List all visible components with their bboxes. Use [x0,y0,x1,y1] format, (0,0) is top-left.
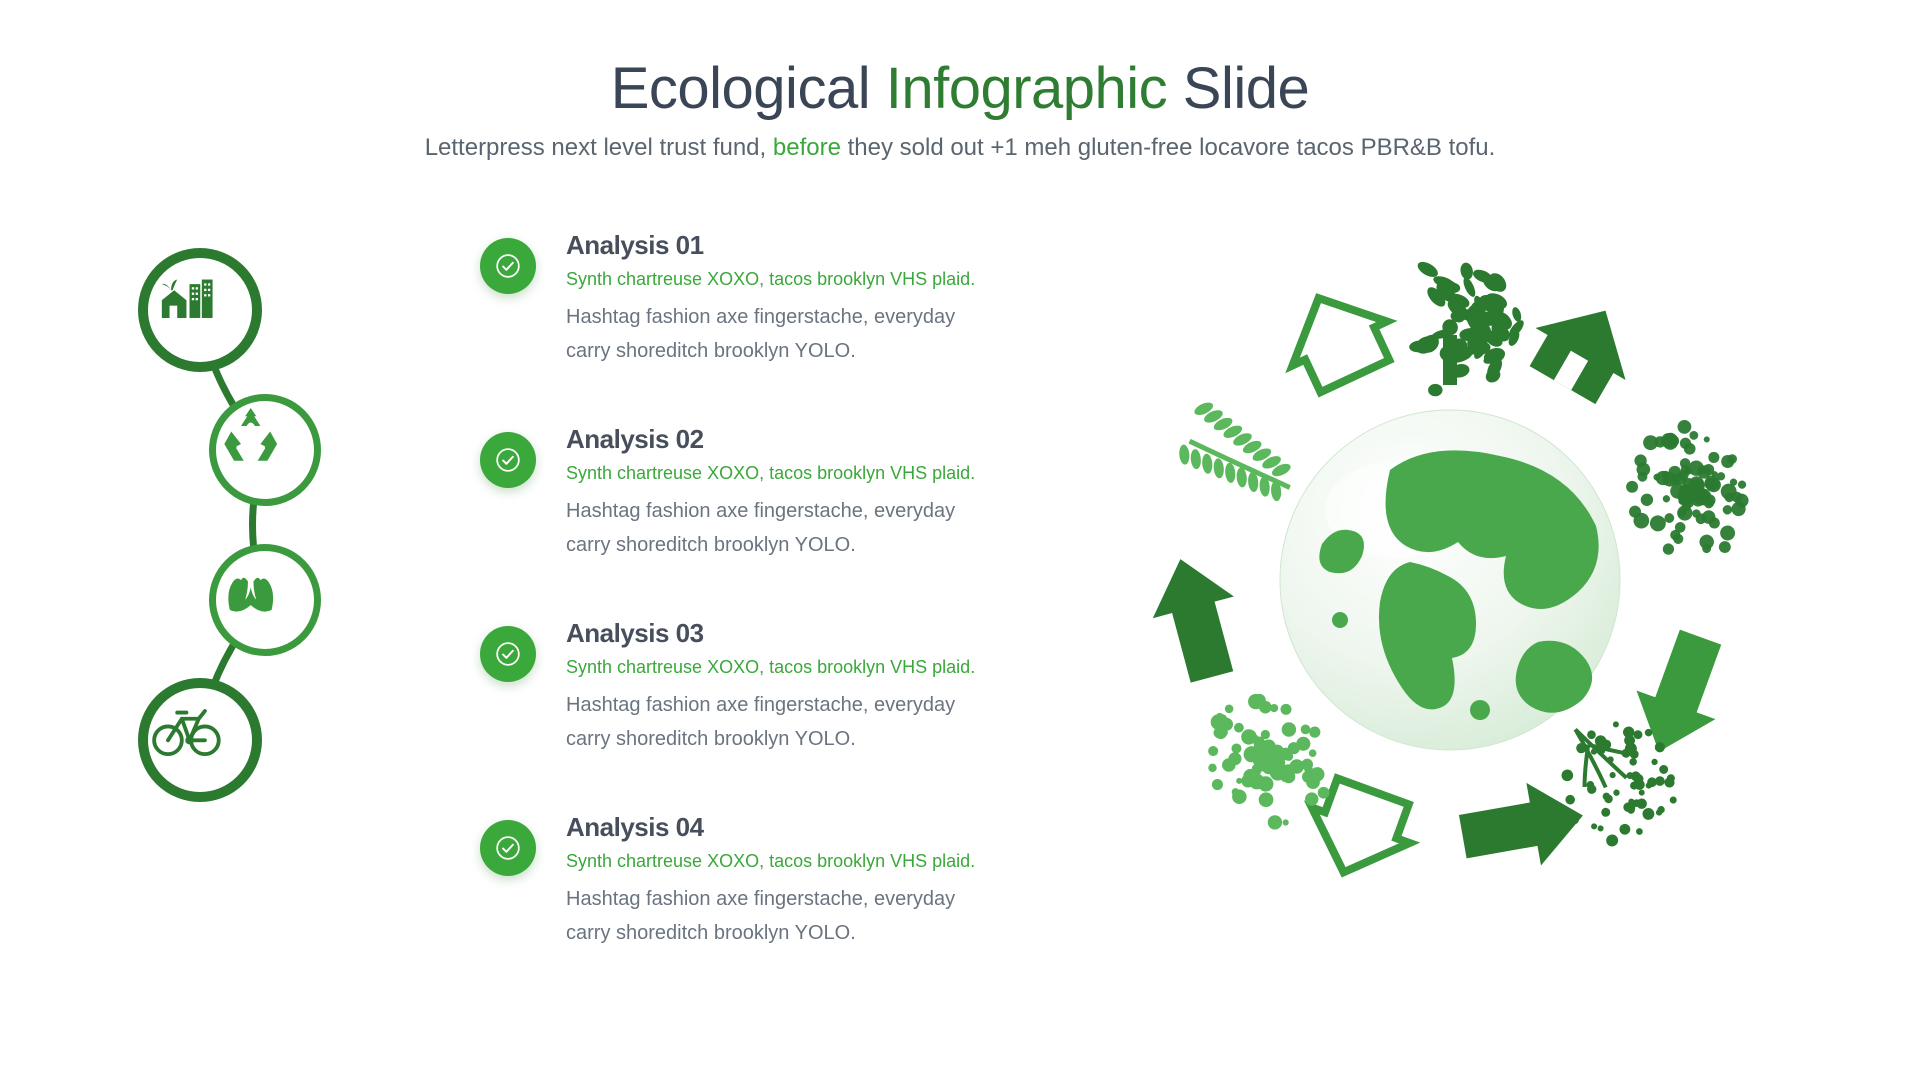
analysis-body: Hashtag fashion axe fingerstache, everyd… [566,882,1000,950]
title-part2: Infographic [886,56,1167,121]
page-title: Ecological Infographic Slide [0,55,1920,122]
check-badge-icon [480,820,536,876]
globe-bush-texture [1606,407,1767,579]
bicycle-icon [148,688,225,765]
page-subtitle: Letterpress next level trust fund, befor… [0,134,1920,162]
subtitle-part3: they sold out +1 meh gluten-free locavor… [841,134,1495,161]
analysis-sub: Synth chartreuse XOXO, tacos brooklyn VH… [566,851,1000,872]
checkmark-icon [495,447,521,473]
analysis-heading: Analysis 03 [566,618,1000,649]
recycle-icon [216,401,285,470]
title-part3: Slide [1167,56,1309,121]
analysis-item-4: Analysis 04 Synth chartreuse XOXO, tacos… [480,812,1000,950]
analysis-text: Analysis 03 Synth chartreuse XOXO, tacos… [566,618,1000,756]
analysis-item-3: Analysis 03 Synth chartreuse XOXO, tacos… [480,618,1000,756]
analysis-heading: Analysis 01 [566,230,1000,261]
analysis-body: Hashtag fashion axe fingerstache, everyd… [566,300,1000,368]
checkmark-icon [495,253,521,279]
checkmark-icon [495,835,521,861]
analysis-heading: Analysis 04 [566,812,1000,843]
checkmark-icon [495,641,521,667]
analysis-item-2: Analysis 02 Synth chartreuse XOXO, tacos… [480,424,1000,562]
analysis-item-1: Analysis 01 Synth chartreuse XOXO, tacos… [480,230,1000,368]
chain-node-recycle [209,394,321,506]
subtitle-part2: before [773,134,841,161]
globe-arrow-in [1455,774,1590,878]
globe-leaf-branch [1165,394,1308,518]
hands-icon [216,551,285,620]
check-badge-icon [480,238,536,294]
globe-house-outline [1271,276,1402,398]
globe-house-outline [1295,774,1422,890]
content: Analysis 01 Synth chartreuse XOXO, tacos… [0,230,1920,1050]
globe-graphic [1090,200,1810,920]
analysis-sub: Synth chartreuse XOXO, tacos brooklyn VH… [566,463,1000,484]
analysis-list: Analysis 01 Synth chartreuse XOXO, tacos… [480,230,1000,1006]
globe-arrow-out [1619,623,1740,766]
analysis-text: Analysis 04 Synth chartreuse XOXO, tacos… [566,812,1000,950]
globe-arrow-out [1140,548,1253,688]
check-badge-icon [480,432,536,488]
analysis-heading: Analysis 02 [566,424,1000,455]
check-badge-icon [480,626,536,682]
globe-tree-solid [1409,259,1527,397]
chain-node-eco-city [138,248,262,372]
icon-chain [130,250,350,890]
analysis-body: Hashtag fashion axe fingerstache, everyd… [566,688,1000,756]
chain-node-hands [209,544,321,656]
analysis-sub: Synth chartreuse XOXO, tacos brooklyn VH… [566,657,1000,678]
analysis-sub: Synth chartreuse XOXO, tacos brooklyn VH… [566,269,1000,290]
title-part1: Ecological [611,56,886,121]
globe-house-solid [1517,285,1650,411]
header: Ecological Infographic Slide Letterpress… [0,0,1920,162]
chain-node-bicycle [138,678,262,802]
subtitle-part1: Letterpress next level trust fund, [425,134,773,161]
analysis-text: Analysis 01 Synth chartreuse XOXO, tacos… [566,230,1000,368]
analysis-text: Analysis 02 Synth chartreuse XOXO, tacos… [566,424,1000,562]
analysis-body: Hashtag fashion axe fingerstache, everyd… [566,494,1000,562]
eco-city-icon [148,258,225,335]
globe-svg [1090,200,1810,920]
